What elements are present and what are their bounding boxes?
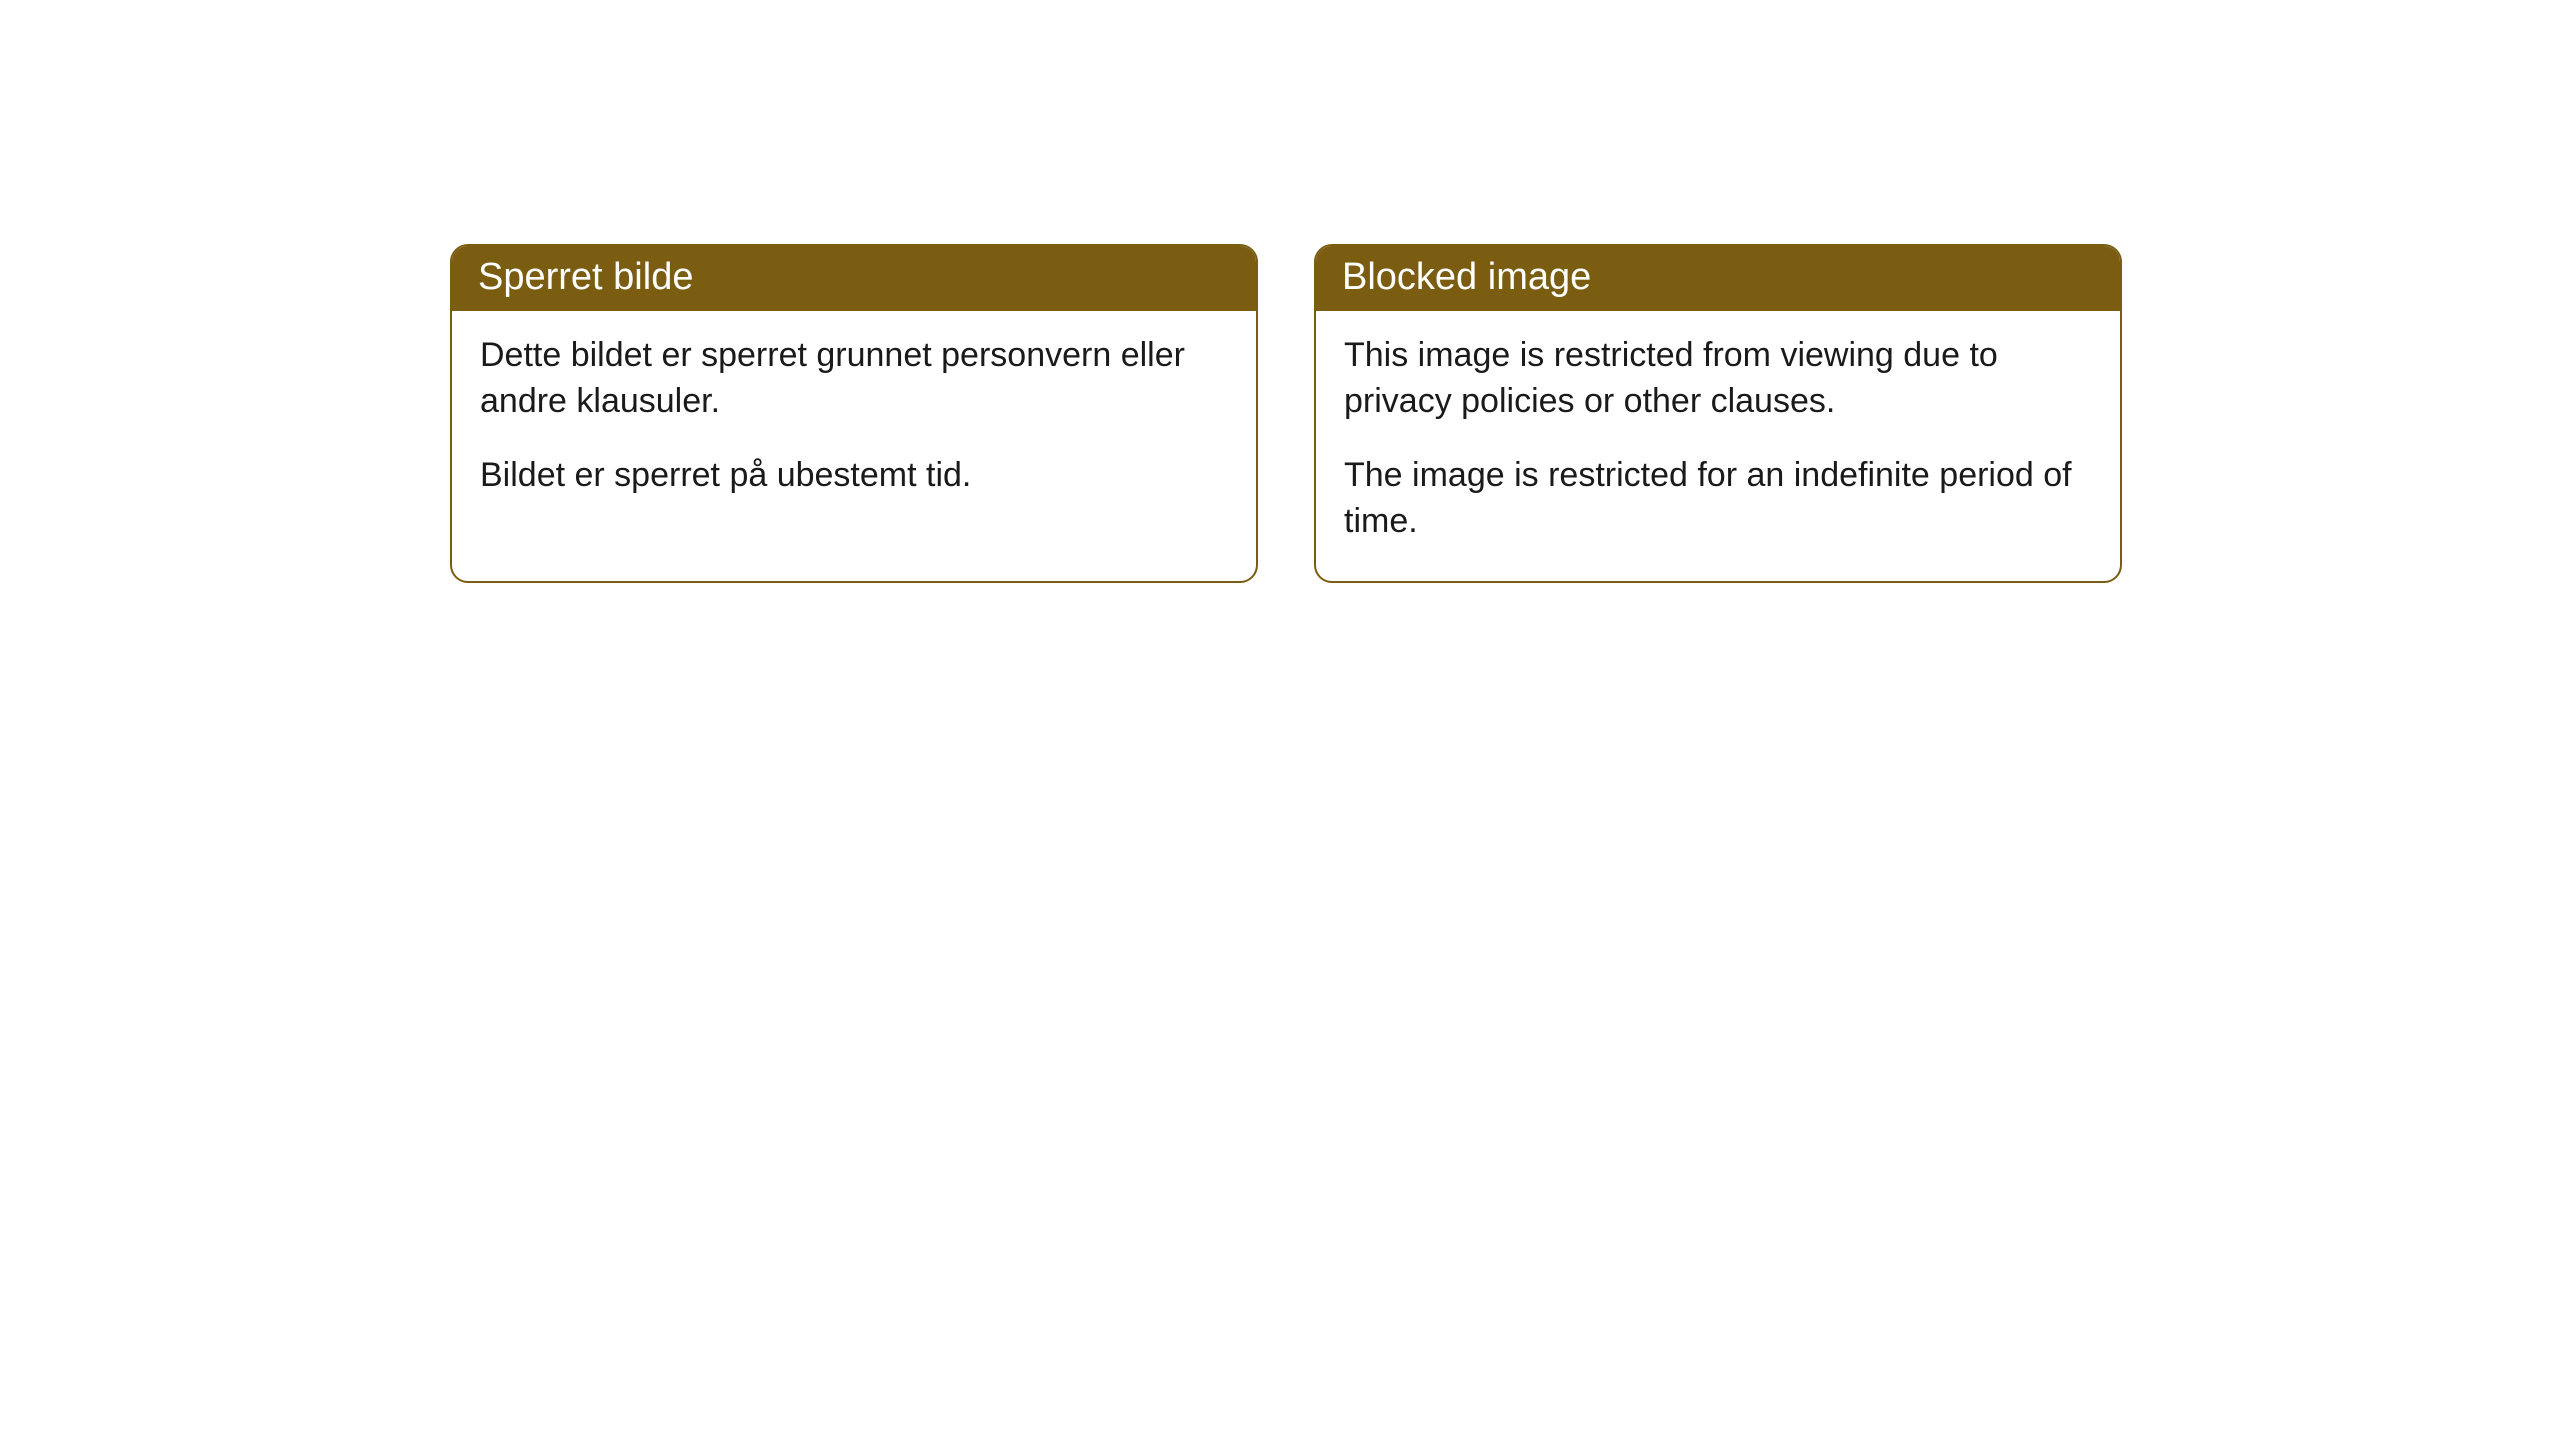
card-title: Sperret bilde bbox=[478, 256, 693, 298]
notice-container: Sperret bilde Dette bildet er sperret gr… bbox=[450, 244, 2122, 583]
blocked-image-card-en: Blocked image This image is restricted f… bbox=[1314, 244, 2122, 583]
blocked-image-card-no: Sperret bilde Dette bildet er sperret gr… bbox=[450, 244, 1258, 583]
card-paragraph: Dette bildet er sperret grunnet personve… bbox=[480, 333, 1228, 425]
card-paragraph: The image is restricted for an indefinit… bbox=[1344, 453, 2092, 545]
card-header: Sperret bilde bbox=[452, 246, 1256, 311]
card-title: Blocked image bbox=[1342, 256, 1591, 298]
card-paragraph: This image is restricted from viewing du… bbox=[1344, 333, 2092, 425]
card-body: Dette bildet er sperret grunnet personve… bbox=[452, 311, 1256, 535]
card-body: This image is restricted from viewing du… bbox=[1316, 311, 2120, 581]
card-header: Blocked image bbox=[1316, 246, 2120, 311]
card-paragraph: Bildet er sperret på ubestemt tid. bbox=[480, 453, 1228, 499]
